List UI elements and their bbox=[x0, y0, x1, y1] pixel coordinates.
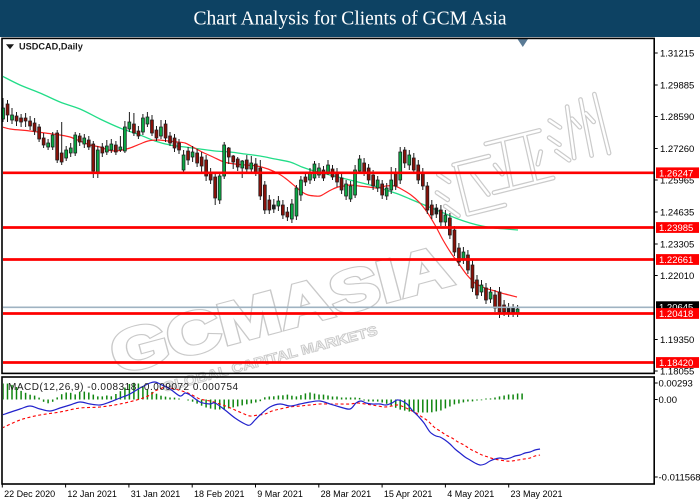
svg-text:1.27260: 1.27260 bbox=[660, 144, 694, 155]
svg-text:1.31215: 1.31215 bbox=[660, 48, 694, 59]
svg-text:22 Dec 2020: 22 Dec 2020 bbox=[4, 489, 55, 499]
svg-text:15 Apr 2021: 15 Apr 2021 bbox=[384, 489, 433, 499]
svg-text:4 May 2021: 4 May 2021 bbox=[447, 489, 494, 499]
svg-text:0.00293: 0.00293 bbox=[659, 378, 693, 389]
svg-text:1.26247: 1.26247 bbox=[659, 168, 693, 179]
svg-text:1.22010: 1.22010 bbox=[660, 271, 694, 282]
svg-text:31 Jan 2021: 31 Jan 2021 bbox=[131, 489, 181, 499]
svg-text:1.18055: 1.18055 bbox=[660, 366, 694, 377]
svg-text:Chart Analysis for Clients of: Chart Analysis for Clients of GCM Asia bbox=[193, 9, 506, 30]
svg-text:1.25965: 1.25965 bbox=[660, 175, 694, 186]
svg-text:MACD(12,26,9) -0.008318 -0.009: MACD(12,26,9) -0.008318 -0.009072 0.0007… bbox=[8, 382, 239, 393]
svg-text:-0.011568: -0.011568 bbox=[659, 472, 700, 483]
svg-text:23 May 2021: 23 May 2021 bbox=[511, 489, 563, 499]
svg-text:1.20418: 1.20418 bbox=[659, 309, 693, 320]
svg-text:1.19350: 1.19350 bbox=[660, 335, 694, 346]
svg-text:12 Jan 2021: 12 Jan 2021 bbox=[67, 489, 117, 499]
svg-text:1.24635: 1.24635 bbox=[660, 207, 694, 218]
svg-text:18 Feb 2021: 18 Feb 2021 bbox=[194, 489, 245, 499]
svg-text:9 Mar 2021: 9 Mar 2021 bbox=[257, 489, 303, 499]
svg-text:USDCAD,Daily: USDCAD,Daily bbox=[19, 42, 84, 52]
svg-text:1.18420: 1.18420 bbox=[659, 358, 693, 369]
svg-text:1.23985: 1.23985 bbox=[659, 223, 693, 234]
svg-text:1.22661: 1.22661 bbox=[659, 255, 693, 266]
svg-text:28 Mar 2021: 28 Mar 2021 bbox=[321, 489, 372, 499]
svg-text:1.23305: 1.23305 bbox=[660, 239, 694, 250]
svg-text:0.00: 0.00 bbox=[659, 395, 678, 406]
svg-text:1.29885: 1.29885 bbox=[660, 80, 694, 91]
svg-text:1.28590: 1.28590 bbox=[660, 112, 694, 123]
